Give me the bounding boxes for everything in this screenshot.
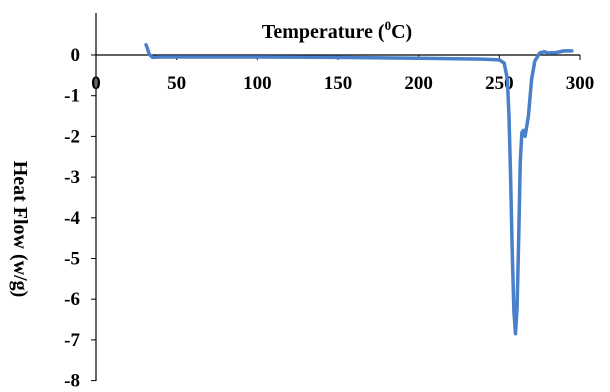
axes	[91, 13, 581, 382]
x-tick-labels: 050100150200250300	[91, 73, 594, 94]
y-tick-label: 0	[71, 45, 81, 66]
x-tick-label: 50	[167, 73, 186, 94]
plot-series	[144, 43, 574, 336]
y-tick-label: -8	[64, 371, 80, 392]
y-tick-label: -7	[64, 330, 80, 351]
heat-flow-series-line	[144, 43, 574, 336]
x-tick-label: 300	[566, 73, 595, 94]
x-tick-label: 100	[243, 73, 272, 94]
y-tick-label: -1	[64, 86, 80, 107]
x-tick-label: 200	[404, 73, 433, 94]
y-tick-label: -3	[64, 167, 80, 188]
y-tick-label: -4	[64, 208, 80, 229]
x-axis-title: Temperature (0C)	[262, 18, 412, 43]
y-tick-label: -6	[64, 289, 80, 310]
x-axis-title-superscript: 0	[385, 18, 392, 33]
y-tick-label: -5	[64, 249, 80, 270]
y-axis-title: Heat Flow (w/g)	[9, 161, 31, 298]
y-tick-labels: 0 -1 -2 -3 -4 -5 -6 -7 -8	[64, 45, 80, 392]
x-tick-label: 150	[324, 73, 353, 94]
y-tick-label: -2	[64, 126, 80, 147]
x-axis-title-tail: C)	[391, 21, 412, 43]
